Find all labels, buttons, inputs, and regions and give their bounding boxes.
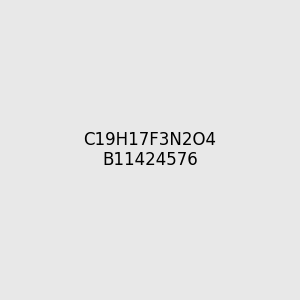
Text: C19H17F3N2O4
B11424576: C19H17F3N2O4 B11424576 [83, 130, 217, 170]
